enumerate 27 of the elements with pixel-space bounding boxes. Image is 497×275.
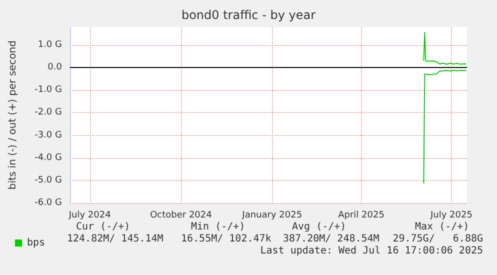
y-tick-label: -2.0 G <box>34 108 62 118</box>
text: 16.55M/ 102.47k <box>181 234 272 244</box>
x-tick-label: October 2024 <box>150 210 212 220</box>
legend-label: bps <box>27 238 46 248</box>
text: 124.82M/ 145.14M <box>67 234 164 244</box>
y-tick-label: -1.0 G <box>34 85 62 96</box>
y-axis-title: bits in (-) / out (+) per second <box>8 40 18 190</box>
x-tick-label: July 2024 <box>68 210 112 220</box>
text: Cur (-/+) <box>76 222 130 232</box>
text: Max (-/+) <box>415 222 470 232</box>
y-tick-label: -5.0 G <box>34 175 62 186</box>
line-series <box>423 32 467 65</box>
line-series <box>423 70 467 184</box>
x-tick-label: July 2025 <box>429 210 472 220</box>
text: Avg (-/+) <box>292 222 346 232</box>
text: Last update: Wed Jul 16 17:00:06 2025 <box>260 246 484 256</box>
text: 387.20M/ 248.54M <box>283 234 380 244</box>
y-tick-label: -3.0 G <box>34 130 62 140</box>
y-tick-label: -6.0 G <box>34 198 62 208</box>
y-tick-label: 0.0 <box>48 62 62 73</box>
x-tick-label: January 2025 <box>241 210 302 220</box>
chart-title: bond0 traffic - by year <box>181 8 316 22</box>
text: Min (-/+) <box>191 222 246 232</box>
y-tick-label: -4.0 G <box>34 152 62 163</box>
text: 29.75G/ 6.88G <box>392 234 484 244</box>
y-tick-label: 1.0 G <box>38 40 62 50</box>
x-tick-label: April 2025 <box>338 210 384 220</box>
